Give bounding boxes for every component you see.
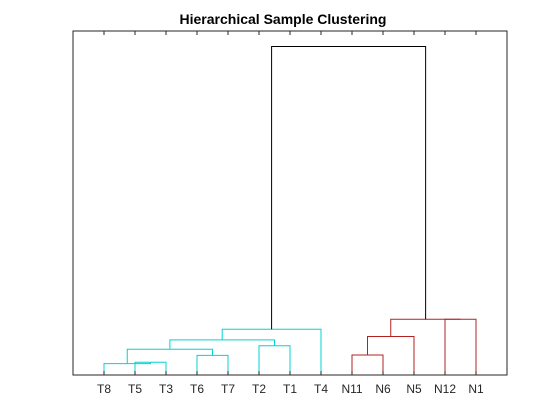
- x-axis-ticks: [103, 31, 477, 375]
- x-tick-label-t4: T4: [314, 382, 328, 396]
- x-tick-label-n12: N12: [434, 382, 456, 396]
- dendrogram-link-11: [390, 318, 461, 337]
- x-tick-label-n1: N1: [468, 382, 484, 396]
- dendrogram-link-5: [258, 345, 291, 375]
- x-tick-label-n11: N11: [341, 382, 362, 396]
- dendrogram-link-1: [134, 361, 167, 375]
- dendrogram-link-3: [196, 354, 229, 375]
- dendrogram-link-7: [221, 328, 322, 375]
- x-tick-label-t7: T7: [221, 382, 235, 396]
- dendrogram-links: [103, 45, 477, 375]
- x-axis-tick-labels: T8 T5 T3 T6 T7 T2 T1 T4 N11 N6 N5 N12 N1: [97, 382, 484, 396]
- dendrogram-link-4: [126, 348, 213, 364]
- dendrogram-link-12: [271, 45, 427, 330]
- x-tick-label-t5: T5: [128, 382, 142, 396]
- plot-area-frame: [72, 30, 508, 376]
- chart-title: Hierarchical Sample Clustering: [180, 11, 387, 27]
- x-tick-label-t1: T1: [283, 382, 297, 396]
- dendrogram-link-8: [351, 354, 384, 375]
- x-tick-label-t6: T6: [190, 382, 204, 396]
- x-tick-label-t3: T3: [159, 382, 173, 396]
- dendrogram-link-10: [444, 318, 477, 375]
- x-tick-label-n5: N5: [406, 382, 422, 396]
- x-tick-label-t8: T8: [97, 382, 111, 396]
- x-tick-label-n6: N6: [375, 382, 391, 396]
- dendrogram-link-9: [367, 335, 415, 375]
- dendrogram-link-2: [103, 362, 151, 375]
- x-tick-label-t2: T2: [252, 382, 266, 396]
